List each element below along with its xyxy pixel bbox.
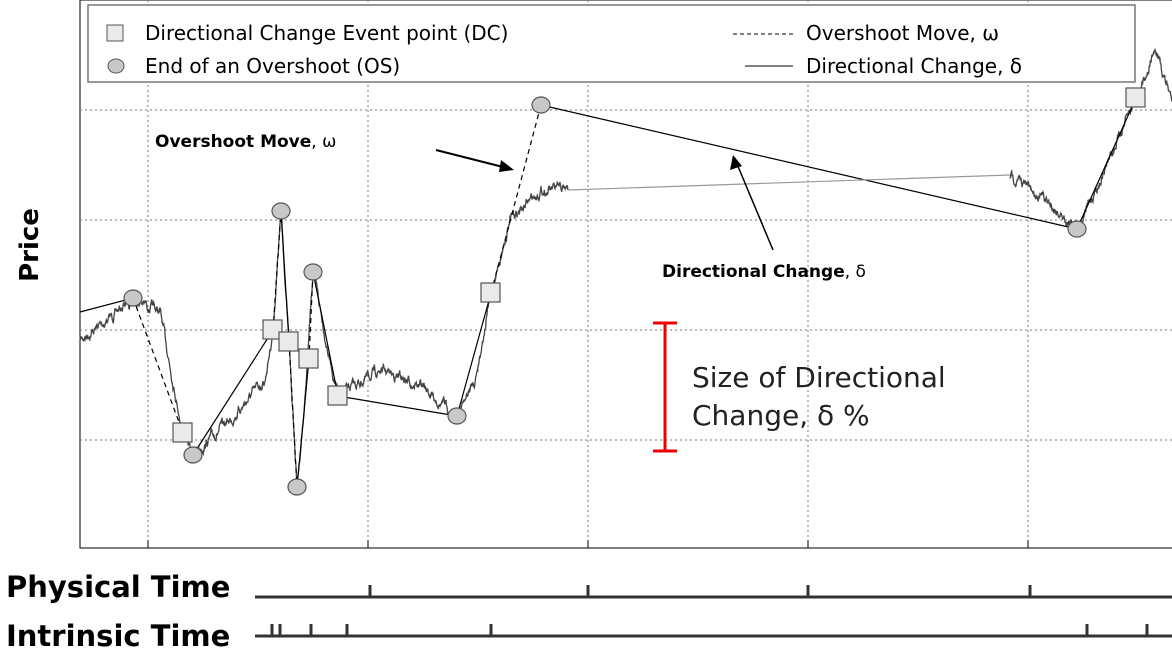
overshoot-line [490,104,542,294]
arrow [736,163,774,251]
dc-point [278,331,299,352]
os-points [123,96,1087,496]
os-point [531,96,551,114]
dc-line [540,104,1078,230]
dc-point [1125,87,1146,108]
intrinsic-ticks [270,624,1149,636]
os-point [271,202,291,220]
plot-frame [79,0,1172,549]
gap-line [567,174,1011,191]
dc-point [172,422,193,443]
arrowhead [730,155,742,170]
legend-dc-marker [106,24,124,42]
os-point [287,478,307,496]
dc-line [192,329,274,456]
legend: Directional Change Event point (DC) End … [87,4,1136,83]
dc-line [312,271,339,397]
overshoot-line [132,297,184,434]
legend-label: Directional Change, δ [806,54,1022,78]
legend-label: End of an Overshoot (OS) [145,54,400,78]
annotation-rest: , δ [845,262,866,282]
legend-box [87,4,1136,83]
arrowhead [499,160,514,172]
size-label: Size of Directional [692,361,946,394]
os-point [123,289,143,307]
price-line [79,181,569,486]
annotation-bold: Directional Change [662,262,845,282]
dc-points [172,87,1146,443]
annotation: Directional Change, δ [662,262,866,282]
overshoot-line [272,210,282,331]
dc-point [298,348,319,369]
legend-label: Overshoot Move, ω [806,21,999,45]
grid [80,0,1172,548]
dc-line [296,358,310,488]
legend-os-marker [107,58,125,74]
dc-line [337,395,458,417]
dc-point [327,385,348,406]
dc-lines [79,97,1137,488]
annotation: Overshoot Move, ω [155,132,336,152]
overshoot-line [288,341,298,488]
size-bar [653,321,677,453]
time-axis-label: Physical Time [6,570,230,604]
dc-point [480,282,501,303]
y-axis-label: Price [15,208,45,282]
annotation-rest: , ω [311,132,336,152]
os-point [303,263,323,281]
dc-point [262,319,283,340]
overshoot-line [308,271,314,360]
os-point [447,407,467,425]
price-line [1009,48,1172,237]
price-series [79,48,1172,486]
annotation-bold: Overshoot Move [155,132,311,152]
os-point [1067,220,1087,238]
os-point [183,446,203,464]
dc-line [280,210,290,343]
size-label: Change, δ % [692,399,870,432]
dc-line [456,292,492,417]
legend-label: Directional Change Event point (DC) [145,21,508,45]
time-axis-label: Intrinsic Time [6,619,230,653]
dc-line [1076,97,1137,230]
physical-ticks [368,585,1032,597]
arrow [435,149,508,169]
